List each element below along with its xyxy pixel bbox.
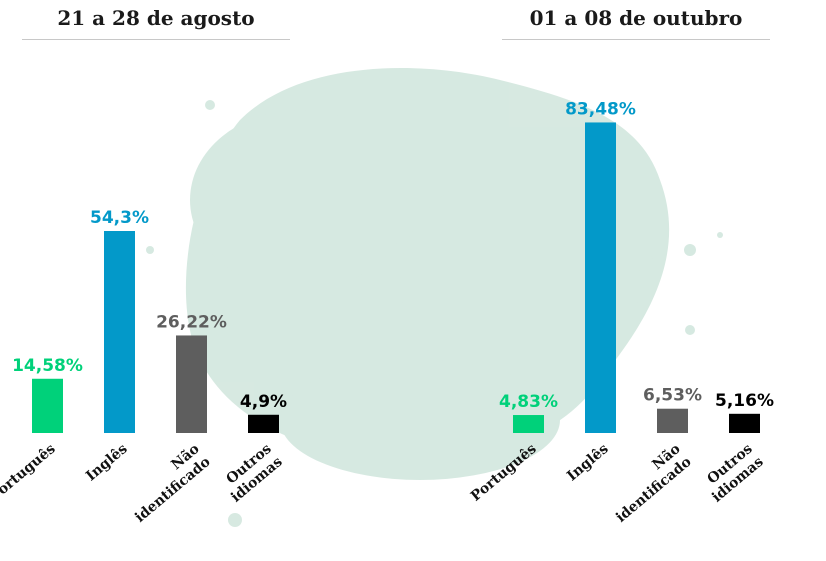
left-title-rule — [22, 39, 290, 40]
bar-outubro-ingles — [585, 122, 616, 433]
bar-agosto-outros — [248, 414, 279, 433]
value-label: 54,3% — [90, 208, 149, 228]
value-label: 4,83% — [499, 392, 558, 412]
category-label-line: Inglês — [564, 441, 612, 485]
value-label: 6,53% — [643, 386, 702, 406]
bar-outubro-portugues — [513, 415, 544, 433]
category-label: Português — [0, 441, 59, 505]
right-title-rule — [502, 39, 770, 40]
left-panel-title: 21 a 28 de agosto — [57, 6, 255, 30]
bar-agosto-portugues — [32, 378, 63, 433]
value-label: 26,22% — [156, 312, 227, 332]
category-label-line: Português — [0, 441, 59, 505]
category-label: Inglês — [564, 441, 612, 485]
value-label: 5,16% — [715, 391, 774, 411]
category-label: Português — [468, 441, 540, 505]
category-label-line: Português — [468, 441, 540, 505]
category-label-line: Inglês — [83, 441, 131, 485]
category-label: Inglês — [83, 441, 131, 485]
right-panel-title: 01 a 08 de outubro — [529, 6, 743, 30]
bar-agosto-nao_identificado — [176, 335, 207, 433]
value-label: 4,9% — [240, 392, 287, 412]
bar-outubro-nao_identificado — [657, 408, 688, 433]
value-label: 83,48% — [565, 99, 636, 119]
value-label: 14,58% — [12, 356, 83, 376]
bar-agosto-ingles — [104, 231, 135, 433]
bar-outubro-outros — [729, 413, 760, 433]
